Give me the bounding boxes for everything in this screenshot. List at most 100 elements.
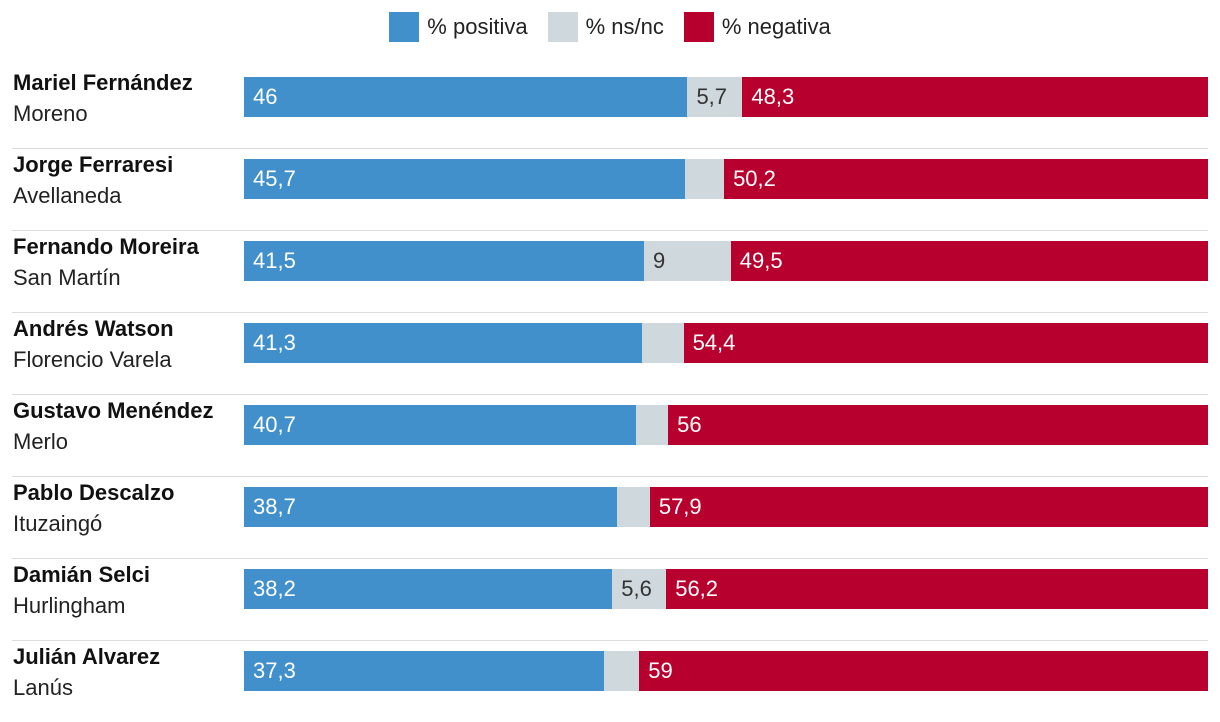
chart-row: Jorge Ferraresi Avellaneda 45,7 50,2	[0, 148, 1220, 230]
row-divider	[12, 640, 1208, 641]
data-label: 9	[653, 248, 666, 273]
person-name: Andrés Watson	[13, 316, 174, 341]
data-label: 59	[648, 658, 673, 683]
bar-segment-pos: 38,7	[244, 487, 618, 527]
chart-row: Gustavo Menéndez Merlo 40,7 56	[0, 394, 1220, 476]
chart-row: Pablo Descalzo Ituzaingó 38,7 57,9	[0, 476, 1220, 558]
person-name: Gustavo Menéndez	[13, 398, 214, 423]
data-label: 57,9	[658, 494, 702, 519]
legend-item: % ns/nc	[547, 12, 664, 42]
row-divider	[12, 230, 1208, 231]
bar-segment-pos: 38,2	[244, 569, 613, 609]
data-label: 41,3	[253, 330, 296, 355]
person-name: Jorge Ferraresi	[13, 152, 174, 177]
stacked-bar: 45,7 50,2	[244, 159, 1208, 199]
person-name: Pablo Descalzo	[13, 480, 175, 505]
municipality-name: Lanús	[13, 675, 73, 700]
legend-swatch	[389, 12, 420, 42]
row-divider	[12, 312, 1208, 313]
person-name: Fernando Moreira	[13, 234, 199, 259]
category-label: Andrés Watson Florencio Varela	[13, 313, 174, 375]
legend-label: % negativa	[721, 14, 831, 39]
data-label: 45,7	[253, 166, 296, 191]
data-label: 38,2	[253, 576, 296, 601]
category-label: Julián Alvarez Lanús	[13, 641, 160, 703]
bar-segment-neg: 50,2	[724, 159, 1208, 199]
legend-item: % positiva	[389, 12, 528, 42]
legend-item: % negativa	[683, 12, 831, 42]
bar-segment-ns	[603, 651, 640, 691]
legend-swatch	[683, 12, 714, 42]
stacked-bar: 40,7 56	[244, 405, 1208, 445]
row-divider	[12, 476, 1208, 477]
bar-segment-ns: 5,7	[687, 77, 743, 117]
bar-segment-neg: 59	[639, 651, 1208, 691]
person-name: Julián Alvarez	[13, 644, 161, 669]
bar-segment-pos: 41,3	[244, 323, 643, 363]
chart-row: Andrés Watson Florencio Varela 41,3 54,4	[0, 312, 1220, 394]
data-label: 50,2	[733, 166, 776, 191]
bar-segment-pos: 46	[244, 77, 688, 117]
legend-swatch	[547, 12, 578, 42]
data-label: 5,7	[696, 84, 728, 109]
row-divider	[12, 558, 1208, 559]
bar-segment-ns	[636, 405, 669, 445]
chart-row: Julián Alvarez Lanús 37,3 59	[0, 640, 1220, 722]
stacked-bar: 38,7 57,9	[244, 487, 1208, 527]
row-divider	[12, 148, 1208, 149]
data-label: 56	[677, 412, 702, 437]
data-label: 38,7	[253, 494, 296, 519]
bar-segment-neg: 56	[668, 405, 1208, 445]
stacked-bar: 46 5,7 48,3	[244, 77, 1208, 117]
stacked-bar: 37,3 59	[244, 651, 1208, 691]
bar-segment-ns	[617, 487, 650, 527]
chart-row: Fernando Moreira San Martín 41,5 9 49,5	[0, 230, 1220, 312]
category-label: Mariel Fernández Moreno	[13, 67, 193, 129]
municipality-name: Moreno	[13, 101, 88, 126]
data-label: 5,6	[621, 576, 652, 601]
bar-segment-ns: 9	[644, 241, 731, 281]
category-label: Pablo Descalzo Ituzaingó	[13, 477, 174, 539]
legend-label: % ns/nc	[585, 14, 664, 39]
municipality-name: Merlo	[13, 429, 69, 454]
bar-segment-pos: 45,7	[244, 159, 685, 199]
category-label: Gustavo Menéndez Merlo	[13, 395, 213, 457]
stacked-bar: 41,3 54,4	[244, 323, 1208, 363]
category-label: Fernando Moreira San Martín	[13, 231, 199, 293]
bar-segment-pos: 40,7	[244, 405, 637, 445]
bar-segment-ns: 5,6	[612, 569, 667, 609]
municipality-name: Hurlingham	[13, 593, 126, 618]
bar-segment-neg: 54,4	[683, 323, 1208, 363]
data-label: 56,2	[675, 576, 719, 601]
bar-segment-ns	[642, 323, 684, 363]
bar-segment-pos: 41,5	[244, 241, 645, 281]
stacked-bar: 41,5 9 49,5	[244, 241, 1208, 281]
bar-segment-neg: 56,2	[666, 569, 1208, 609]
person-name: Mariel Fernández	[13, 70, 193, 95]
chart-row: Mariel Fernández Moreno 46 5,7 48,3	[0, 66, 1220, 148]
data-label: 54,4	[692, 330, 736, 355]
category-label: Jorge Ferraresi Avellaneda	[13, 149, 173, 211]
legend-label: % positiva	[427, 14, 528, 39]
data-label: 40,7	[253, 412, 296, 437]
data-label: 46	[253, 84, 278, 109]
bar-segment-neg: 49,5	[730, 241, 1208, 281]
data-label: 49,5	[739, 248, 783, 273]
data-label: 37,3	[253, 658, 296, 683]
person-name: Damián Selci	[13, 562, 150, 587]
category-label: Damián Selci Hurlingham	[13, 559, 150, 621]
bar-segment-neg: 48,3	[742, 77, 1208, 117]
municipality-name: San Martín	[13, 265, 121, 290]
municipality-name: Avellaneda	[13, 183, 122, 208]
data-label: 48,3	[751, 84, 795, 109]
municipality-name: Florencio Varela	[13, 347, 172, 372]
row-divider	[12, 394, 1208, 395]
bar-segment-ns	[684, 159, 725, 199]
data-label: 41,5	[253, 248, 296, 273]
chart-row: Damián Selci Hurlingham 38,2 5,6 56,2	[0, 558, 1220, 640]
legend: % positiva % ns/nc % negativa	[0, 12, 1220, 42]
bar-segment-neg: 57,9	[649, 487, 1208, 527]
stacked-bar: 38,2 5,6 56,2	[244, 569, 1208, 609]
bar-segment-pos: 37,3	[244, 651, 604, 691]
municipality-name: Ituzaingó	[13, 511, 103, 536]
